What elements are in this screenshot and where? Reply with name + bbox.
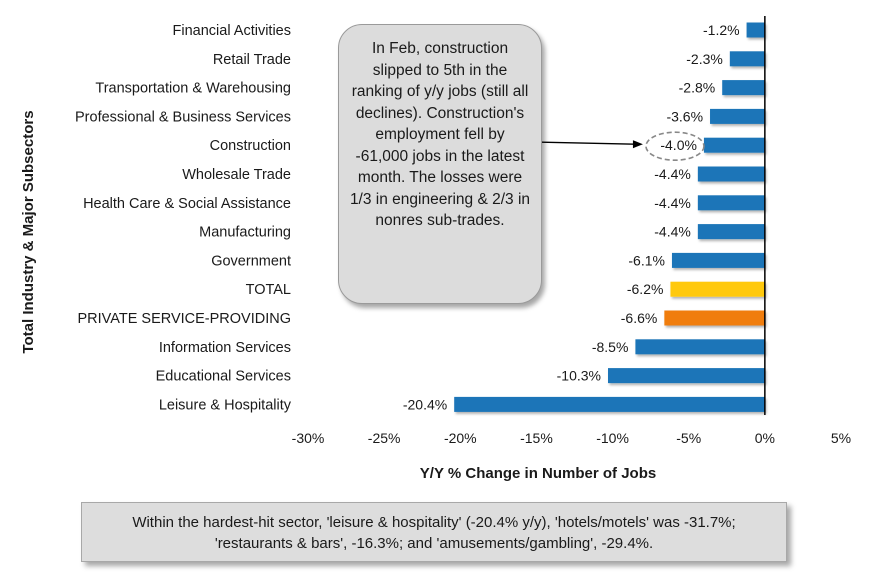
value-label: -2.8% (679, 80, 716, 96)
x-tick-label: 5% (831, 430, 851, 446)
x-tick-labels: -30% -25% -20% -15% -10% -5% 0% 5% (292, 430, 851, 446)
footnote-box: Within the hardest-hit sector, 'leisure … (81, 502, 787, 562)
category-label: Financial Activities (173, 23, 291, 39)
value-labels: -1.2% -2.3% -2.8% -3.6% -4.0% -4.4% -4.4% -4.4%… (403, 22, 740, 412)
y-axis-title: Total Industry & Major Subsectors (20, 110, 37, 353)
value-label: -4.4% (654, 195, 691, 211)
callout-box: In Feb, construction slipped to 5th in t… (338, 24, 542, 304)
x-tick-label: -10% (596, 430, 629, 446)
x-tick-label: -30% (292, 430, 325, 446)
bar-7 (697, 224, 765, 240)
x-tick-label: -15% (520, 430, 553, 446)
highlight-circle (645, 131, 705, 161)
footnote-text: Within the hardest-hit sector, 'leisure … (132, 514, 736, 552)
callout-arrow (541, 141, 635, 145)
bar-9 (670, 281, 765, 297)
category-label: TOTAL (246, 282, 291, 298)
bar-6 (697, 195, 765, 211)
value-label: -10.3% (557, 368, 601, 384)
bar-12 (608, 368, 765, 384)
callout-text: In Feb, construction slipped to 5th in t… (349, 40, 531, 229)
value-label: -4.4% (654, 166, 691, 182)
category-label: Government (211, 253, 291, 269)
value-label: -8.5% (592, 339, 629, 355)
bar-3 (710, 108, 765, 124)
category-label: Educational Services (156, 369, 291, 385)
bar-11 (635, 339, 765, 355)
category-label: Information Services (159, 340, 291, 356)
category-label: Leisure & Hospitality (159, 397, 292, 413)
x-tick-label: -25% (368, 430, 401, 446)
category-label: Professional & Business Services (75, 109, 291, 125)
bar-2 (722, 80, 765, 96)
category-label: Health Care & Social Assistance (83, 196, 291, 212)
bar-10 (664, 310, 765, 326)
category-label: PRIVATE SERVICE-PROVIDING (77, 311, 291, 327)
value-label: -3.6% (666, 108, 703, 124)
bar-8 (671, 252, 765, 268)
value-label: -4.4% (654, 224, 691, 240)
category-label: Wholesale Trade (182, 167, 291, 183)
value-label: -20.4% (403, 396, 447, 412)
category-label: Transportation & Warehousing (95, 81, 291, 97)
bar-5 (697, 166, 765, 182)
bar-1 (729, 51, 765, 67)
value-label: -4.0% (660, 137, 697, 153)
bar-13 (454, 396, 765, 412)
category-label: Construction (210, 138, 291, 154)
value-label: -6.1% (628, 252, 665, 268)
x-tick-label: -5% (676, 430, 701, 446)
category-label: Manufacturing (199, 225, 291, 241)
value-label: -6.2% (627, 281, 664, 297)
bar-4 (703, 137, 765, 153)
x-tick-label: -20% (444, 430, 477, 446)
x-tick-label: 0% (755, 430, 775, 446)
category-labels: Financial Activities Retail Trade Transpor… (75, 23, 292, 413)
bar-0 (746, 22, 765, 38)
x-axis-title: Y/Y % Change in Number of Jobs (420, 465, 656, 482)
bars-layer (454, 22, 765, 412)
value-label: -6.6% (621, 310, 658, 326)
value-label: -1.2% (703, 22, 740, 38)
arrow-head (632, 140, 643, 149)
category-label: Retail Trade (213, 52, 291, 68)
value-label: -2.3% (686, 51, 723, 67)
